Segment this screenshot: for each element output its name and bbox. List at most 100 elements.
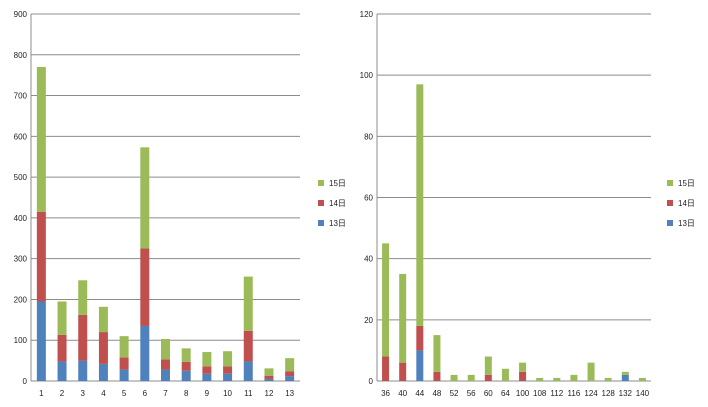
bar-segment xyxy=(243,330,253,362)
bar-segment xyxy=(161,369,170,381)
bar-segment xyxy=(638,377,646,381)
bar-segment xyxy=(78,280,88,315)
x-tick-label: 112 xyxy=(550,389,563,398)
x-tick-label: 48 xyxy=(432,389,441,398)
bar-segment xyxy=(285,376,295,381)
x-tick-label: 60 xyxy=(484,389,493,398)
x-tick-label: 128 xyxy=(602,389,616,398)
y-tick-label: 600 xyxy=(14,132,28,141)
bar-segment xyxy=(36,67,46,212)
bar-segment xyxy=(285,371,295,377)
x-tick-label: 8 xyxy=(184,389,189,398)
y-tick-label: 40 xyxy=(364,255,373,264)
bar-segment xyxy=(78,314,88,361)
bar-segment xyxy=(243,276,253,331)
bar-segment xyxy=(467,374,475,381)
x-tick-label: 7 xyxy=(163,389,168,398)
y-tick-label: 0 xyxy=(369,377,374,386)
bar-segment xyxy=(98,306,108,333)
x-tick-label: 6 xyxy=(143,389,148,398)
bar-segment xyxy=(98,363,108,381)
bar-segment xyxy=(202,373,212,381)
legend-swatch xyxy=(318,180,324,186)
bar-segment xyxy=(161,338,170,360)
x-tick-label: 1 xyxy=(39,389,44,398)
x-tick-label: 40 xyxy=(398,389,407,398)
legend-label: 15日 xyxy=(329,179,346,188)
legend-label: 15日 xyxy=(678,179,695,188)
x-tick-label: 3 xyxy=(81,389,86,398)
y-tick-label: 900 xyxy=(14,10,28,19)
bar-segment xyxy=(604,377,612,381)
bar-segment xyxy=(382,356,390,381)
bar-segment xyxy=(484,374,492,381)
x-tick-label: 52 xyxy=(450,389,459,398)
bar-segment xyxy=(78,360,88,381)
bar-segment xyxy=(416,84,424,326)
y-tick-label: 500 xyxy=(14,173,28,182)
legend-swatch xyxy=(318,200,324,206)
x-tick-label: 36 xyxy=(381,389,390,398)
bar-segment xyxy=(119,369,129,381)
bar-segment xyxy=(433,335,441,372)
legend-right: 15日 14日 13日 xyxy=(667,179,695,228)
bar-segment xyxy=(181,348,191,362)
y-tick-label: 200 xyxy=(14,295,28,304)
bar-segment xyxy=(416,350,424,381)
bar-segment xyxy=(484,356,492,375)
bar-segment xyxy=(382,243,390,357)
x-tick-label: 132 xyxy=(619,389,633,398)
y-tick-label: 60 xyxy=(364,194,373,203)
bar-segment xyxy=(621,371,629,375)
bar-segment xyxy=(399,362,407,381)
x-tick-label: 116 xyxy=(568,389,581,398)
bar-segment xyxy=(285,358,295,372)
legend-swatch xyxy=(318,220,324,226)
bar-segment xyxy=(264,375,274,379)
bar-segment xyxy=(119,357,129,370)
bar-segment xyxy=(223,366,233,374)
y-tick-label: 400 xyxy=(14,214,28,223)
x-tick-label: 11 xyxy=(244,389,253,398)
legend-label: 14日 xyxy=(329,199,346,208)
y-tick-label: 100 xyxy=(360,71,374,80)
y-tick-label: 800 xyxy=(14,51,28,60)
legend-swatch xyxy=(667,200,673,206)
bar-segment xyxy=(140,248,150,326)
bar-segment xyxy=(519,362,527,372)
x-tick-label: 108 xyxy=(533,389,547,398)
legend-left: 15日 14日 13日 xyxy=(318,179,346,228)
bar-segment xyxy=(223,351,233,367)
x-tick-label: 44 xyxy=(415,389,424,398)
y-tick-label: 700 xyxy=(14,92,28,101)
x-tick-label: 10 xyxy=(223,389,232,398)
legend-label: 14日 xyxy=(678,199,695,208)
x-tick-label: 64 xyxy=(501,389,510,398)
bar-segment xyxy=(264,368,274,376)
bar-segment xyxy=(450,374,458,381)
bar-segment xyxy=(553,377,561,381)
bar-segment xyxy=(570,374,578,381)
bar-segment xyxy=(202,352,212,367)
bar-segment xyxy=(98,332,108,364)
bar-segment xyxy=(140,147,150,249)
y-tick-label: 100 xyxy=(14,336,28,345)
x-tick-label: 56 xyxy=(467,389,476,398)
x-tick-label: 9 xyxy=(205,389,210,398)
x-tick-label: 140 xyxy=(636,389,650,398)
bar-segment xyxy=(36,301,46,381)
x-tick-label: 4 xyxy=(101,389,106,398)
bar-segment xyxy=(536,377,544,381)
bar-segment xyxy=(202,366,212,374)
bar-segment xyxy=(416,325,424,351)
y-tick-label: 20 xyxy=(364,316,373,325)
bar-segment xyxy=(399,273,407,363)
x-tick-label: 124 xyxy=(584,389,598,398)
bar-segment xyxy=(161,359,170,370)
y-tick-label: 0 xyxy=(23,377,28,386)
y-tick-label: 300 xyxy=(14,255,28,264)
x-tick-label: 100 xyxy=(516,389,530,398)
